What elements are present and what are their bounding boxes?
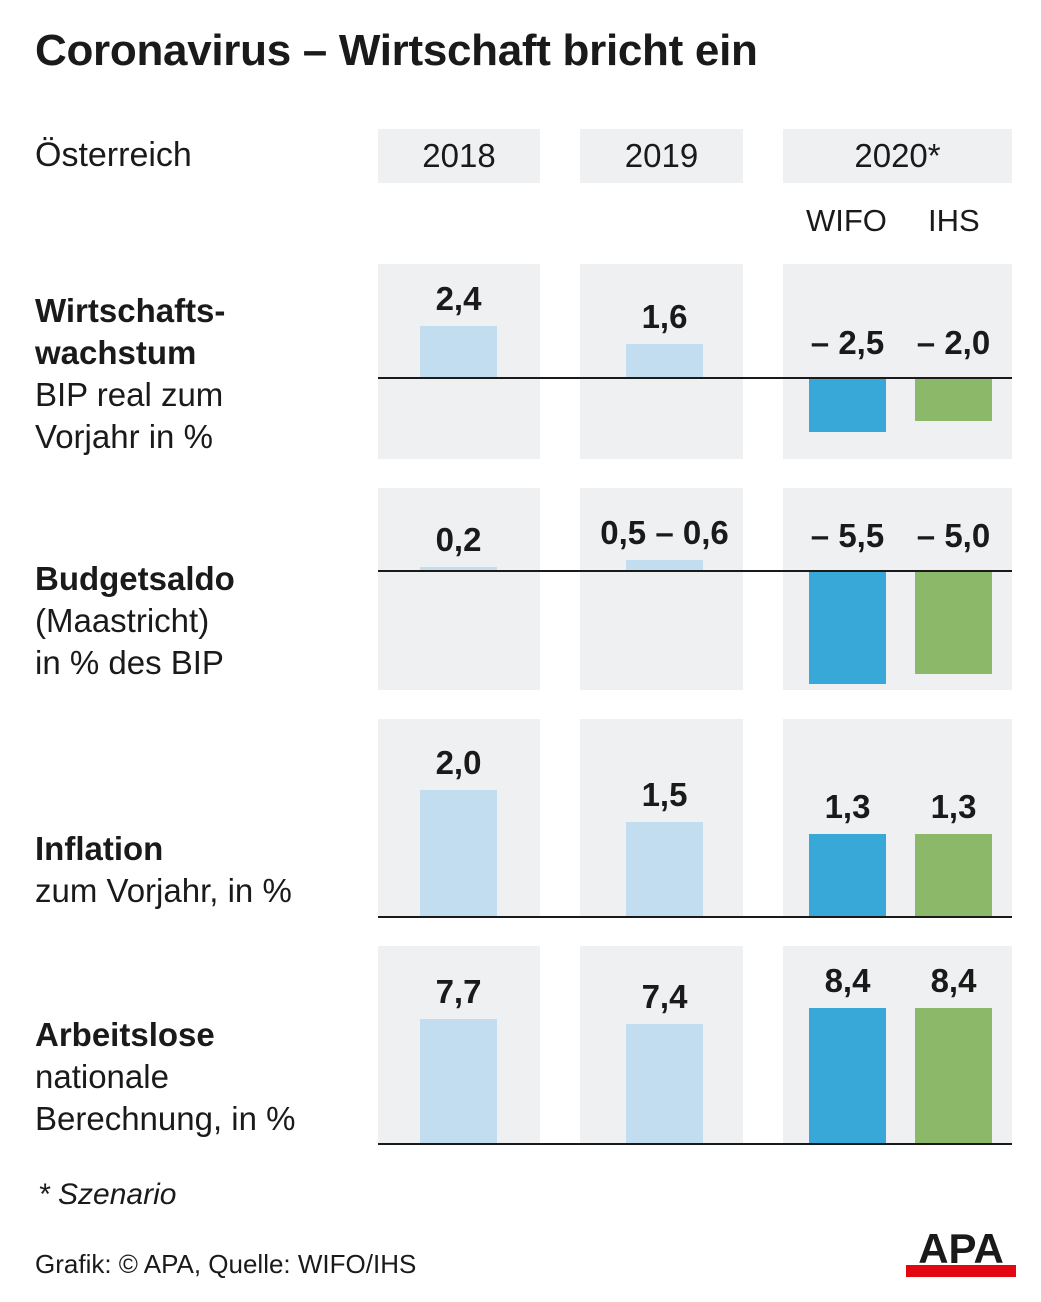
- value-label-inflation-wifo: 1,3: [824, 788, 871, 826]
- value-label-budget-wifo: – 5,5: [810, 517, 885, 554]
- bar-growth-2018: [420, 326, 497, 378]
- chart-title: Coronavirus – Wirtschaft bricht ein: [35, 26, 758, 75]
- value-label-inflation-2019: 1,5: [641, 775, 688, 813]
- row-label-budget: Budgetsaldo (Maastricht) in % des BIP: [35, 558, 235, 684]
- axis-line-unemployment: [378, 1143, 1012, 1145]
- row-label-unemployment: Arbeitslose nationale Berechnung, in %: [35, 1014, 296, 1140]
- value-label-growth-2018: 2,4: [435, 280, 482, 318]
- row-title-unemployment: Arbeitslose: [35, 1016, 215, 1053]
- value-label-inflation-ihs: 1,3: [930, 788, 977, 826]
- bar-inflation-wifo: [809, 834, 886, 917]
- value-label-budget-2018: 0,2: [435, 520, 482, 558]
- column-header-2019: 2019: [580, 129, 743, 183]
- axis-line-inflation: [378, 916, 1012, 918]
- row-subtitle-inflation: zum Vorjahr, in %: [35, 872, 292, 909]
- value-label-budget-ihs: – 5,0: [916, 517, 991, 554]
- bar-inflation-ihs: [915, 834, 992, 917]
- bar-budget-2018: [420, 566, 497, 571]
- bar-unemployment-2019: [626, 1024, 703, 1144]
- row-title-growth: Wirtschafts-wachstum: [35, 292, 226, 371]
- value-label-unemployment-ihs: 8,4: [930, 961, 977, 999]
- panel-budget-1: [580, 488, 743, 690]
- row-subtitle-unemployment: nationale Berechnung, in %: [35, 1058, 296, 1137]
- bar-unemployment-wifo: [809, 1007, 886, 1144]
- column-header-2018: 2018: [378, 129, 540, 183]
- row-label-inflation: Inflation zum Vorjahr, in %: [35, 828, 292, 912]
- source-credit: Grafik: © APA, Quelle: WIFO/IHS: [35, 1249, 417, 1279]
- row-title-budget: Budgetsaldo: [35, 560, 235, 597]
- row-title-inflation: Inflation: [35, 830, 164, 867]
- value-label-unemployment-wifo: 8,4: [824, 961, 871, 999]
- bar-budget-ihs: [915, 571, 992, 674]
- bar-inflation-2019: [626, 821, 703, 917]
- row-subtitle-growth: BIP real zum Vorjahr in %: [35, 376, 224, 455]
- column-header-2020: 2020*: [783, 129, 1012, 183]
- value-label-growth-ihs: – 2,0: [916, 324, 991, 361]
- row-label-growth: Wirtschafts-wachstum BIP real zum Vorjahr …: [35, 290, 225, 458]
- value-label-growth-wifo: – 2,5: [810, 324, 885, 361]
- country-label: Österreich: [35, 136, 192, 174]
- apa-logo-bar: [906, 1265, 1016, 1277]
- bar-inflation-2018: [420, 790, 497, 917]
- bar-growth-2019: [626, 343, 703, 378]
- bar-budget-wifo: [809, 571, 886, 684]
- panel-budget-0: [378, 488, 540, 690]
- bar-budget-2019: [626, 559, 703, 571]
- value-label-growth-2019: 1,6: [641, 297, 688, 335]
- bar-growth-wifo: [809, 378, 886, 432]
- bar-unemployment-ihs: [915, 1007, 992, 1144]
- subheader-ihs: IHS: [928, 203, 980, 238]
- value-label-budget-2019: 0,5 – 0,6: [600, 513, 729, 551]
- value-label-unemployment-2018: 7,7: [435, 973, 482, 1011]
- bar-growth-ihs: [915, 378, 992, 421]
- axis-line-growth: [378, 377, 1012, 379]
- apa-logo-text: APA: [918, 1225, 1004, 1272]
- subheader-wifo: WIFO: [806, 203, 887, 238]
- footnote: * Szenario: [38, 1178, 177, 1211]
- value-label-inflation-2018: 2,0: [435, 744, 482, 781]
- value-label-unemployment-2019: 7,4: [641, 978, 688, 1016]
- bar-unemployment-2018: [420, 1019, 497, 1144]
- row-subtitle-budget: (Maastricht) in % des BIP: [35, 602, 224, 681]
- axis-line-budget: [378, 570, 1012, 572]
